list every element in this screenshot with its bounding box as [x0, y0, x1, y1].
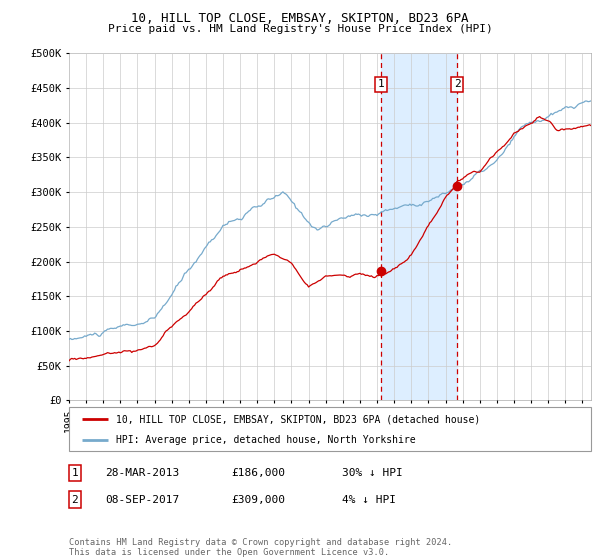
Text: 10, HILL TOP CLOSE, EMBSAY, SKIPTON, BD23 6PA (detached house): 10, HILL TOP CLOSE, EMBSAY, SKIPTON, BD2…	[116, 414, 480, 424]
Text: 4% ↓ HPI: 4% ↓ HPI	[342, 494, 396, 505]
Text: Price paid vs. HM Land Registry's House Price Index (HPI): Price paid vs. HM Land Registry's House …	[107, 24, 493, 34]
Text: 2: 2	[71, 494, 79, 505]
Text: 08-SEP-2017: 08-SEP-2017	[105, 494, 179, 505]
Text: 2: 2	[454, 80, 461, 90]
FancyBboxPatch shape	[69, 407, 591, 451]
Text: £309,000: £309,000	[231, 494, 285, 505]
Text: 28-MAR-2013: 28-MAR-2013	[105, 468, 179, 478]
Text: HPI: Average price, detached house, North Yorkshire: HPI: Average price, detached house, Nort…	[116, 435, 416, 445]
Text: 30% ↓ HPI: 30% ↓ HPI	[342, 468, 403, 478]
Text: 1: 1	[71, 468, 79, 478]
Text: Contains HM Land Registry data © Crown copyright and database right 2024.
This d: Contains HM Land Registry data © Crown c…	[69, 538, 452, 557]
Text: 10, HILL TOP CLOSE, EMBSAY, SKIPTON, BD23 6PA: 10, HILL TOP CLOSE, EMBSAY, SKIPTON, BD2…	[131, 12, 469, 25]
Bar	[381, 53, 457, 400]
Text: £186,000: £186,000	[231, 468, 285, 478]
Text: 1: 1	[378, 80, 385, 90]
